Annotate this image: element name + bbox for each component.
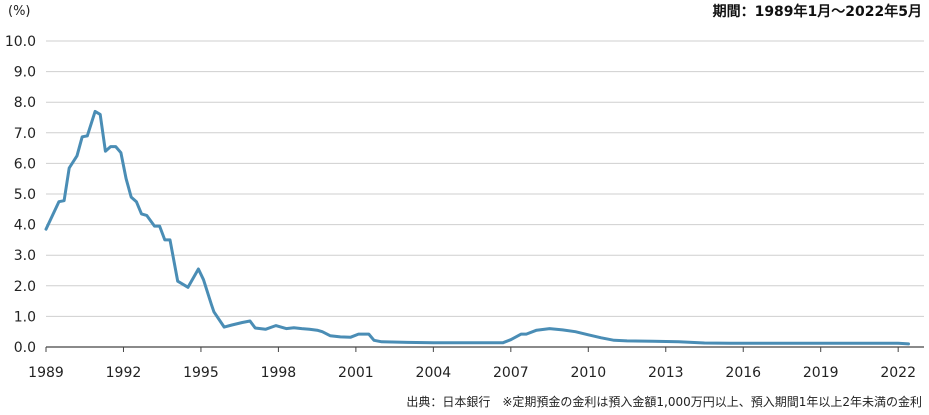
y-axis-ticks: 0.0 1.0 2.0 3.0 4.0 5.0 6.0 7.0 8.0 9.0 10.0	[5, 34, 36, 356]
x-tick-label: 2022	[880, 365, 916, 381]
x-tick-label: 2013	[648, 365, 684, 381]
y-tick-label: 0.0	[14, 340, 36, 356]
y-tick-label: 8.0	[14, 95, 36, 111]
source-note: 出典：日本銀行 ※定期預金の金利は預入金額1,000万円以上、預入期間1年以上2…	[406, 394, 922, 409]
series-line	[44, 109, 910, 346]
x-axis-ticks: 1989 1992 1995 1998 2001 2004 2007 2010 2013 2016…	[28, 347, 916, 381]
period-label: 期間：1989年1月〜2022年5月	[713, 3, 922, 20]
x-tick-label: 2007	[493, 365, 529, 381]
x-tick-label: 2010	[570, 365, 606, 381]
y-tick-label: 5.0	[14, 187, 36, 203]
series-layer	[44, 109, 910, 346]
unit-label: (%)	[8, 4, 31, 19]
y-tick-label: 6.0	[14, 156, 36, 172]
y-tick-label: 4.0	[14, 218, 36, 234]
y-tick-label: 2.0	[14, 279, 36, 295]
x-tick-label: 2001	[338, 365, 374, 381]
x-tick-label: 1995	[183, 365, 219, 381]
x-tick-label: 2004	[416, 365, 452, 381]
x-tick-label: 2019	[803, 365, 839, 381]
x-tick-label: 2016	[725, 365, 761, 381]
x-tick-label: 1989	[28, 365, 64, 381]
grid-lines	[46, 40, 924, 348]
x-tick-label: 1992	[106, 365, 142, 381]
y-tick-label: 9.0	[14, 65, 36, 81]
y-tick-label: 10.0	[5, 34, 36, 50]
y-tick-label: 1.0	[14, 309, 36, 325]
x-tick-label: 1998	[261, 365, 297, 381]
y-tick-label: 3.0	[14, 248, 36, 264]
y-tick-label: 7.0	[14, 126, 36, 142]
